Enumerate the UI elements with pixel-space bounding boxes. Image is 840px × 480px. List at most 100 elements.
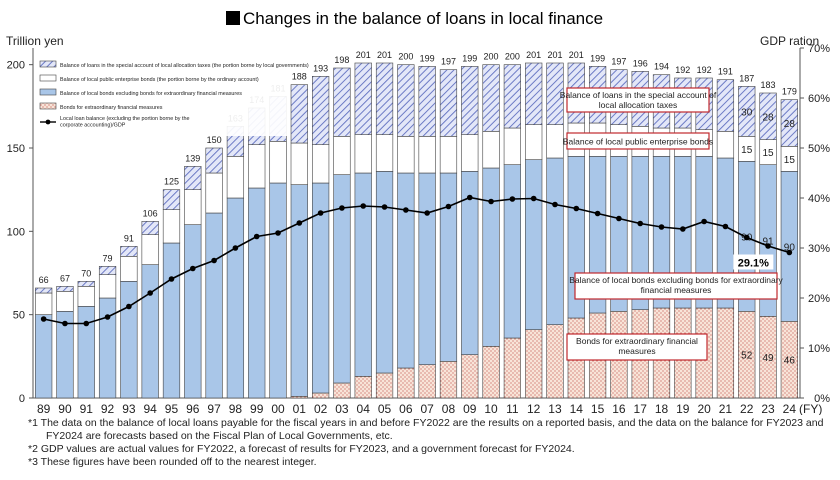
legend-item-enterprise-bonds: Balance of local public enterprise bonds… bbox=[60, 77, 259, 83]
annotation-extraordinary-bonds: Bonds for extraordinary financial measure… bbox=[576, 336, 698, 356]
bar-total-label: 192 bbox=[675, 65, 690, 75]
annotation-enterprise-bonds: Balance of local public enterprise bonds bbox=[563, 137, 713, 147]
bar-total-label: 198 bbox=[334, 55, 349, 65]
bar-total-label: 201 bbox=[356, 50, 371, 60]
bar-segment-local-bonds bbox=[162, 242, 181, 399]
last-ratio-label: 29.1% bbox=[738, 258, 769, 270]
annotation-special-account: Balance of loans in the special account … bbox=[560, 90, 717, 110]
bar-total-label: 150 bbox=[207, 135, 222, 145]
bar-segment-enterprise-bonds bbox=[716, 131, 735, 159]
bar-segment-special-account bbox=[141, 221, 159, 235]
gdp-ratio-point bbox=[168, 276, 175, 282]
x-tick-label: 92 bbox=[101, 402, 115, 415]
gdp-ratio-point bbox=[403, 207, 409, 213]
bar-segment-local-bonds bbox=[141, 264, 159, 399]
bar-segment-local-bonds bbox=[77, 306, 95, 399]
bar-total-label: 183 bbox=[761, 80, 776, 90]
bar-total-label: 125 bbox=[164, 177, 179, 187]
bar-segment-extraordinary-bonds bbox=[397, 367, 415, 399]
y-right-tick-label: 10% bbox=[808, 343, 830, 355]
bar-segment-local-bonds bbox=[35, 314, 53, 399]
bar-total-label: 196 bbox=[633, 58, 648, 68]
gdp-ratio-point bbox=[530, 195, 537, 202]
bar-segment-extraordinary-bonds bbox=[333, 382, 351, 399]
y-left-axis-label: Trillion yen bbox=[6, 34, 64, 48]
annotation-enterprise-bonds-box bbox=[566, 132, 710, 150]
bar-segment-enterprise-bonds bbox=[120, 256, 138, 282]
bar-segment-special-account bbox=[77, 281, 95, 287]
bar-segment-local-bonds bbox=[120, 281, 138, 399]
bar-segment-enterprise-bonds bbox=[226, 156, 245, 199]
legend-swatch bbox=[39, 60, 57, 68]
y-right-tick-label: 50% bbox=[808, 143, 830, 155]
bar-segment-special-account bbox=[418, 66, 436, 137]
x-tick-label: 98 bbox=[229, 402, 243, 415]
x-tick-label: 23 bbox=[761, 402, 775, 415]
x-tick-label: 89 bbox=[37, 402, 51, 415]
y-left-tick-label: 150 bbox=[7, 143, 25, 155]
x-tick-label: 15 bbox=[591, 402, 605, 415]
x-tick-label: 19 bbox=[676, 402, 690, 415]
bar-segment-extraordinary-bonds bbox=[375, 372, 394, 399]
y-left-tick-label: 0 bbox=[19, 393, 25, 405]
legend-line-marker bbox=[45, 119, 51, 125]
gdp-ratio-point bbox=[552, 201, 558, 208]
bar-total-label: 193 bbox=[313, 63, 328, 73]
bar-total-label: 201 bbox=[526, 50, 541, 60]
bar-total-label: 199 bbox=[462, 53, 477, 63]
bar-total-label: 106 bbox=[143, 208, 158, 218]
bar-segment-enterprise-bonds bbox=[439, 136, 458, 174]
x-tick-label: 12 bbox=[527, 402, 541, 415]
annotation-extraordinary-bonds-box bbox=[566, 333, 708, 361]
bar-total-label: 70 bbox=[81, 268, 91, 278]
bar-segment-enterprise-bonds bbox=[525, 124, 543, 160]
bar-segment-enterprise-bonds bbox=[482, 131, 500, 169]
x-tick-label: 22 bbox=[740, 402, 754, 415]
x-tick-label: 20 bbox=[697, 402, 711, 415]
bar-segment-local-bonds bbox=[525, 159, 543, 330]
footnote-1: *1 The data on the balance of local loan… bbox=[28, 417, 824, 429]
x-tick-label: 08 bbox=[442, 402, 456, 415]
segment-value-label: 15 bbox=[741, 145, 753, 156]
bar-segment-special-account bbox=[162, 189, 181, 210]
gdp-ratio-point bbox=[126, 303, 132, 310]
bar-total-label: 66 bbox=[39, 275, 49, 285]
bar-segment-enterprise-bonds bbox=[546, 124, 564, 159]
segment-value-label: 15 bbox=[784, 155, 796, 166]
y-right-tick-label: 60% bbox=[808, 93, 830, 105]
bar-segment-special-account bbox=[439, 69, 458, 137]
x-tick-label: 11 bbox=[506, 402, 519, 415]
annotation-local-bonds: Balance of local bonds excluding bonds f… bbox=[569, 275, 783, 295]
bar-segment-special-account bbox=[35, 287, 53, 294]
gdp-ratio-point bbox=[658, 224, 665, 230]
bar-segment-extraordinary-bonds bbox=[418, 364, 436, 399]
x-tick-label: 06 bbox=[399, 402, 413, 415]
bar-segment-local-bonds bbox=[482, 167, 500, 347]
bar-segment-special-account bbox=[333, 67, 351, 137]
y-right-tick-label: 40% bbox=[808, 193, 830, 205]
bar-segment-special-account bbox=[397, 64, 415, 137]
bar-total-label: 192 bbox=[697, 65, 712, 75]
x-tick-label: 90 bbox=[58, 402, 72, 415]
bar-total-label: 191 bbox=[718, 67, 733, 77]
gdp-ratio-point bbox=[381, 204, 388, 210]
bar-segment-extraordinary-bonds bbox=[525, 329, 543, 399]
bar-total-label: 79 bbox=[103, 253, 113, 263]
bar-total-label: 201 bbox=[377, 50, 392, 60]
bar-segment-enterprise-bonds bbox=[312, 144, 330, 184]
segment-value-label: 49 bbox=[762, 353, 774, 364]
bar-segment-local-bonds bbox=[269, 182, 287, 399]
legend-swatch bbox=[39, 102, 57, 110]
legend-item-local-bonds: Balance of local bonds excluding bonds f… bbox=[60, 91, 242, 97]
bar-segment-enterprise-bonds bbox=[205, 172, 223, 214]
bar-segment-special-account bbox=[461, 66, 479, 135]
gdp-ratio-point bbox=[722, 223, 729, 230]
segment-value-label: 28 bbox=[784, 119, 796, 130]
gdp-ratio-point bbox=[104, 314, 111, 320]
bar-segment-enterprise-bonds bbox=[98, 274, 117, 299]
gdp-ratio-point bbox=[488, 198, 494, 205]
bar-total-label: 197 bbox=[441, 57, 456, 67]
x-tick-label: 14 bbox=[570, 402, 584, 415]
gdp-ratio-point bbox=[616, 215, 622, 222]
bar-segment-extraordinary-bonds bbox=[716, 307, 735, 399]
